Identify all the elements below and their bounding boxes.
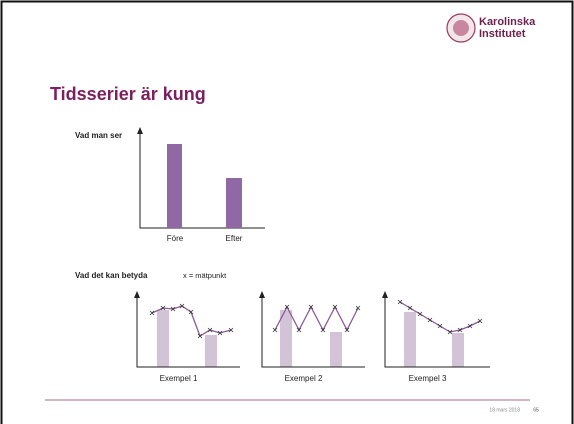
example-bar [404, 312, 416, 367]
measure-point [149, 310, 155, 316]
logo: Karolinska Institutet [446, 13, 536, 43]
measure-point [207, 327, 213, 333]
measure-point [179, 303, 185, 309]
measure-point [407, 305, 413, 311]
logo-text: Karolinska [479, 16, 536, 28]
example-line [274, 305, 359, 332]
example-bar [157, 310, 169, 367]
axis-arrow [134, 291, 140, 298]
logo-seal-inner [453, 20, 469, 36]
slide-title: Tidsserier är kung [50, 84, 206, 104]
measure-point [355, 305, 361, 311]
category-label: Före [167, 234, 184, 243]
example-label: Exempel 1 [160, 374, 198, 383]
measure-point [308, 304, 314, 310]
measure-point [437, 323, 443, 329]
example-label: Exempel 3 [409, 374, 447, 383]
axis-arrow [259, 291, 265, 298]
measure-point [397, 299, 403, 305]
measure-point [284, 304, 290, 310]
example-bar [452, 333, 464, 367]
measure-point [477, 318, 483, 324]
axis [384, 292, 490, 368]
measure-point [197, 333, 203, 339]
measure-point [344, 327, 350, 333]
example-label: Exempel 2 [285, 374, 323, 383]
bar [167, 144, 182, 228]
examples: Exempel 1 Exempel 2 Exempel 3 [134, 291, 490, 383]
measure-point [272, 327, 278, 333]
measure-point [457, 327, 463, 333]
measure-point [188, 309, 194, 315]
measure-point [160, 305, 166, 311]
axis [139, 130, 265, 229]
measure-point [320, 327, 326, 333]
measure-point [228, 327, 234, 333]
axis [261, 292, 365, 368]
logo-text: Institutet [479, 28, 526, 40]
measure-point [417, 311, 423, 317]
footer-date: 18 mars 2018 [489, 407, 520, 413]
axis-arrow [382, 291, 388, 298]
page-number: 65 [533, 407, 539, 413]
measure-point [427, 317, 433, 323]
axis-arrow [137, 127, 143, 134]
measure-point [467, 323, 473, 329]
axis [136, 292, 240, 368]
example-bar [330, 332, 342, 367]
measure-point [217, 330, 223, 336]
measure-point [447, 329, 453, 335]
category-label: Efter [226, 234, 243, 243]
example-bar [280, 310, 292, 367]
measure-point [332, 304, 338, 310]
legend: x = mätpunkt [183, 271, 227, 280]
measure-point [296, 327, 302, 333]
figure-label: Vad det kan betyda [75, 271, 148, 280]
example-bar [205, 335, 217, 367]
bar [226, 178, 242, 228]
measure-point [170, 306, 176, 312]
figure-label: Vad man ser [75, 131, 122, 140]
